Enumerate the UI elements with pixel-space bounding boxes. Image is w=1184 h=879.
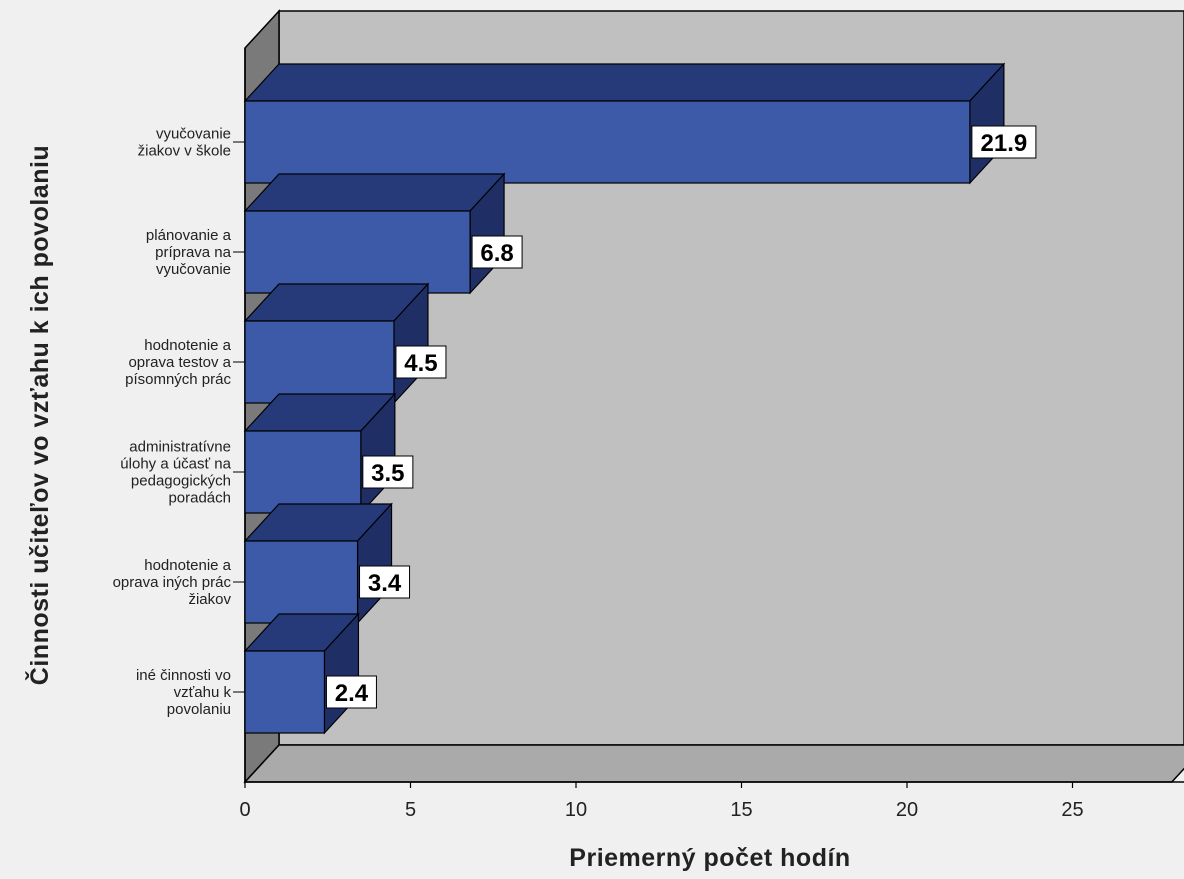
x-tick-label: 15 bbox=[730, 799, 752, 821]
category-label: plánovanie a príprava na vyučovanie bbox=[146, 227, 232, 278]
category-label-line: vyučovanie bbox=[156, 261, 231, 278]
category-label-line: poradách bbox=[168, 490, 231, 507]
y-axis-title: Činnosti učiteľov vo vzťahu k ich povola… bbox=[24, 145, 54, 685]
data-label: 2.4 bbox=[335, 680, 369, 707]
bar bbox=[243, 612, 360, 735]
bar-front-face bbox=[244, 430, 362, 514]
category-label-line: vzťahu k bbox=[174, 684, 232, 701]
bar-front-face bbox=[244, 320, 395, 404]
plot-floor bbox=[243, 744, 1184, 783]
category-label-line: administratívne bbox=[129, 439, 231, 456]
category-label-line: oprava iných prác bbox=[113, 574, 232, 591]
category-label-line: žiakov bbox=[188, 591, 231, 608]
bar-top-face bbox=[243, 173, 506, 212]
category-label: iné činnosti vo vzťahu k povolaniu bbox=[136, 667, 232, 718]
data-label-box bbox=[395, 345, 447, 379]
category-label-line: úlohy a účasť na bbox=[120, 456, 231, 473]
category-label-line: pedagogických bbox=[131, 473, 231, 490]
x-axis-ticks-group: 0 5 10 15 20 25 bbox=[239, 782, 1084, 821]
bar-front-face bbox=[244, 540, 359, 624]
x-tick-label: 0 bbox=[239, 799, 250, 821]
bar-front-face bbox=[244, 100, 971, 184]
category-label-line: hodnotenie a bbox=[144, 557, 231, 574]
bar-front-face bbox=[244, 210, 471, 294]
bar-front-face bbox=[244, 650, 326, 734]
category-label: hodnotenie a oprava testov a písomných prá… bbox=[125, 337, 232, 388]
data-label: 6.8 bbox=[480, 240, 513, 267]
x-axis-title: Priemerný počet hodín bbox=[569, 844, 850, 872]
x-tick-label: 10 bbox=[565, 799, 587, 821]
bar bbox=[243, 172, 506, 295]
category-label-line: plánovanie a bbox=[146, 227, 232, 244]
category-label: administratívne úlohy a účasť na pedagogic… bbox=[120, 439, 231, 507]
category-label-line: žiakov v škole bbox=[138, 143, 231, 160]
data-label: 3.4 bbox=[368, 570, 402, 597]
data-label: 3.5 bbox=[371, 460, 404, 487]
x-tick-label: 25 bbox=[1061, 799, 1083, 821]
category-label: vyučovanie žiakov v škole bbox=[138, 126, 231, 160]
data-label-box bbox=[362, 455, 414, 489]
bars-group: 21.9 6.8 4.5 3.5 3.4 2.4 bbox=[243, 62, 1037, 735]
data-label: 4.5 bbox=[404, 350, 437, 377]
category-label-line: iné činnosti vo bbox=[136, 667, 231, 684]
bar bbox=[243, 502, 393, 625]
category-label-line: príprava na bbox=[155, 244, 232, 261]
data-label-box bbox=[325, 675, 377, 709]
bar bbox=[243, 392, 397, 515]
data-label-box bbox=[971, 125, 1037, 159]
data-label-box bbox=[471, 235, 523, 269]
bar bbox=[243, 282, 430, 405]
bar-top-face bbox=[243, 63, 1006, 102]
x-tick-label: 5 bbox=[405, 799, 416, 821]
x-tick-label: 20 bbox=[896, 799, 918, 821]
data-label: 21.9 bbox=[981, 130, 1028, 157]
category-label-line: vyučovanie bbox=[156, 126, 231, 143]
category-label-line: písomných prác bbox=[125, 371, 231, 388]
category-label-line: oprava testov a bbox=[128, 354, 231, 371]
category-label-line: hodnotenie a bbox=[144, 337, 231, 354]
category-label-line: povolaniu bbox=[167, 701, 231, 718]
category-label: hodnotenie a oprava iných prác žiakov bbox=[113, 557, 232, 608]
data-label-box bbox=[359, 565, 411, 599]
bar bbox=[243, 62, 1006, 185]
